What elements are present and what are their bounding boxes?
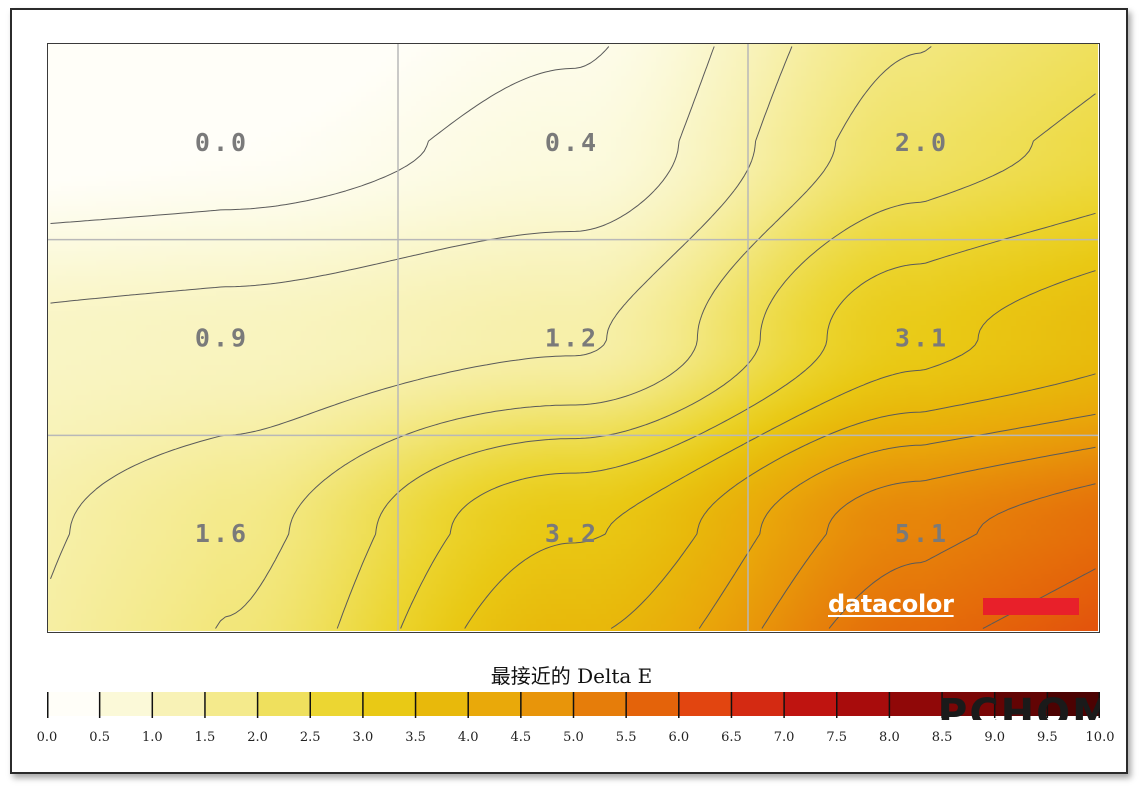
color-scale-svg	[47, 692, 1100, 718]
cell-label-r0-c0: 0.0	[195, 128, 249, 157]
contour-2.25	[336, 93, 1096, 629]
color-scale-legend	[47, 692, 1100, 724]
scale-swatch-8	[468, 692, 522, 716]
scale-tick-label-15: 7.5	[826, 730, 848, 745]
cell-label-r0-c1: 0.4	[545, 128, 599, 157]
scale-tick-label-13: 6.5	[721, 730, 742, 745]
contour-5.25	[828, 483, 1096, 629]
scale-tick-label-1: 0.5	[89, 730, 110, 745]
scale-swatch-5	[310, 692, 364, 716]
cell-label-r2-c0: 1.6	[195, 519, 249, 548]
cell-label-r1-c1: 1.2	[545, 324, 599, 353]
scale-tick-label-2: 1.0	[141, 730, 163, 745]
scale-tick-label-3: 1.5	[194, 730, 216, 745]
datacolor-logo: datacolor	[828, 590, 954, 618]
scale-tick-label-8: 4.0	[457, 730, 479, 745]
contour-lines	[50, 46, 1096, 629]
scale-swatch-4	[257, 692, 311, 716]
scale-swatch-15	[836, 692, 890, 716]
scale-swatch-2	[152, 692, 206, 716]
contour-0.75	[50, 46, 715, 304]
scale-swatch-9	[520, 692, 574, 716]
scale-swatch-6	[362, 692, 417, 716]
contour-2.75	[400, 212, 1096, 629]
scale-swatch-10	[573, 692, 627, 716]
heatmap-fill	[48, 44, 1098, 631]
scale-tick-label-11: 5.5	[615, 730, 637, 745]
color-scale-tick-labels: 0.0 0.5 1.0 1.5 2.0 2.5 3.0 3.5 4.0 4.5 5.0 5.5 6.0 6…	[0, 730, 1143, 754]
scale-tick-label-5: 2.5	[299, 730, 321, 745]
scale-tick-label-16: 8.0	[879, 730, 900, 745]
cell-label-r2-c2: 5.1	[895, 519, 949, 548]
scale-swatch-0	[47, 692, 101, 716]
scale-swatch-19	[1047, 692, 1100, 716]
cell-label-r0-c2: 2.0	[895, 128, 949, 157]
scale-tick-label-0: 0.0	[36, 730, 58, 745]
contour-3.25	[464, 270, 1096, 629]
scale-swatch-18	[994, 692, 1048, 716]
heatmap-svg: 0.0 0.4 2.0 0.9 1.2 3.1 1.6 3.2 5.1	[48, 44, 1098, 631]
contour-4.75	[761, 446, 1096, 629]
scale-swatch-11	[626, 692, 680, 716]
contour-4.25	[698, 413, 1096, 629]
scale-swatch-14	[784, 692, 838, 716]
scale-tick-label-17: 8.5	[931, 730, 953, 745]
datacolor-logo-bar	[983, 598, 1079, 615]
contour-1.25	[50, 46, 793, 579]
cell-label-r1-c2: 3.1	[895, 324, 949, 353]
scale-tick-label-14: 7.0	[773, 730, 795, 745]
scale-swatch-12	[678, 692, 732, 716]
scale-tick-label-18: 9.0	[984, 730, 1006, 745]
scale-swatch-13	[731, 692, 785, 716]
cell-label-r2-c1: 3.2	[545, 519, 599, 548]
scale-swatch-17	[942, 692, 996, 716]
scale-tick-label-4: 2.0	[247, 730, 268, 745]
scale-swatch-1	[99, 692, 153, 716]
scale-tick-label-10: 5.0	[563, 730, 584, 745]
grid-lines	[48, 44, 1098, 631]
cell-labels: 0.0 0.4 2.0 0.9 1.2 3.1 1.6 3.2 5.1	[195, 128, 949, 548]
cell-label-r1-c0: 0.9	[195, 324, 249, 353]
scale-tick-label-19: 9.5	[1037, 730, 1058, 745]
legend-title: 最接近的 Delta E	[490, 664, 653, 688]
contour-1.75	[215, 46, 932, 629]
scale-swatch-3	[204, 692, 259, 716]
uniformity-heatmap: 0.0 0.4 2.0 0.9 1.2 3.1 1.6 3.2 5.1	[47, 43, 1100, 633]
scale-tick-label-20: 10.0	[1085, 730, 1115, 745]
scale-tick-label-7: 3.5	[405, 730, 426, 745]
scale-swatch-16	[889, 692, 943, 716]
scale-tick-label-6: 3.0	[352, 730, 374, 745]
scale-tick-label-12: 6.0	[668, 730, 690, 745]
contour-3.75	[610, 373, 1096, 629]
contour-0.25	[50, 46, 610, 224]
scale-tick-label-9: 4.5	[510, 730, 532, 745]
pchome-watermark: PCHOME	[938, 691, 1100, 720]
scale-swatch-7	[415, 692, 469, 716]
